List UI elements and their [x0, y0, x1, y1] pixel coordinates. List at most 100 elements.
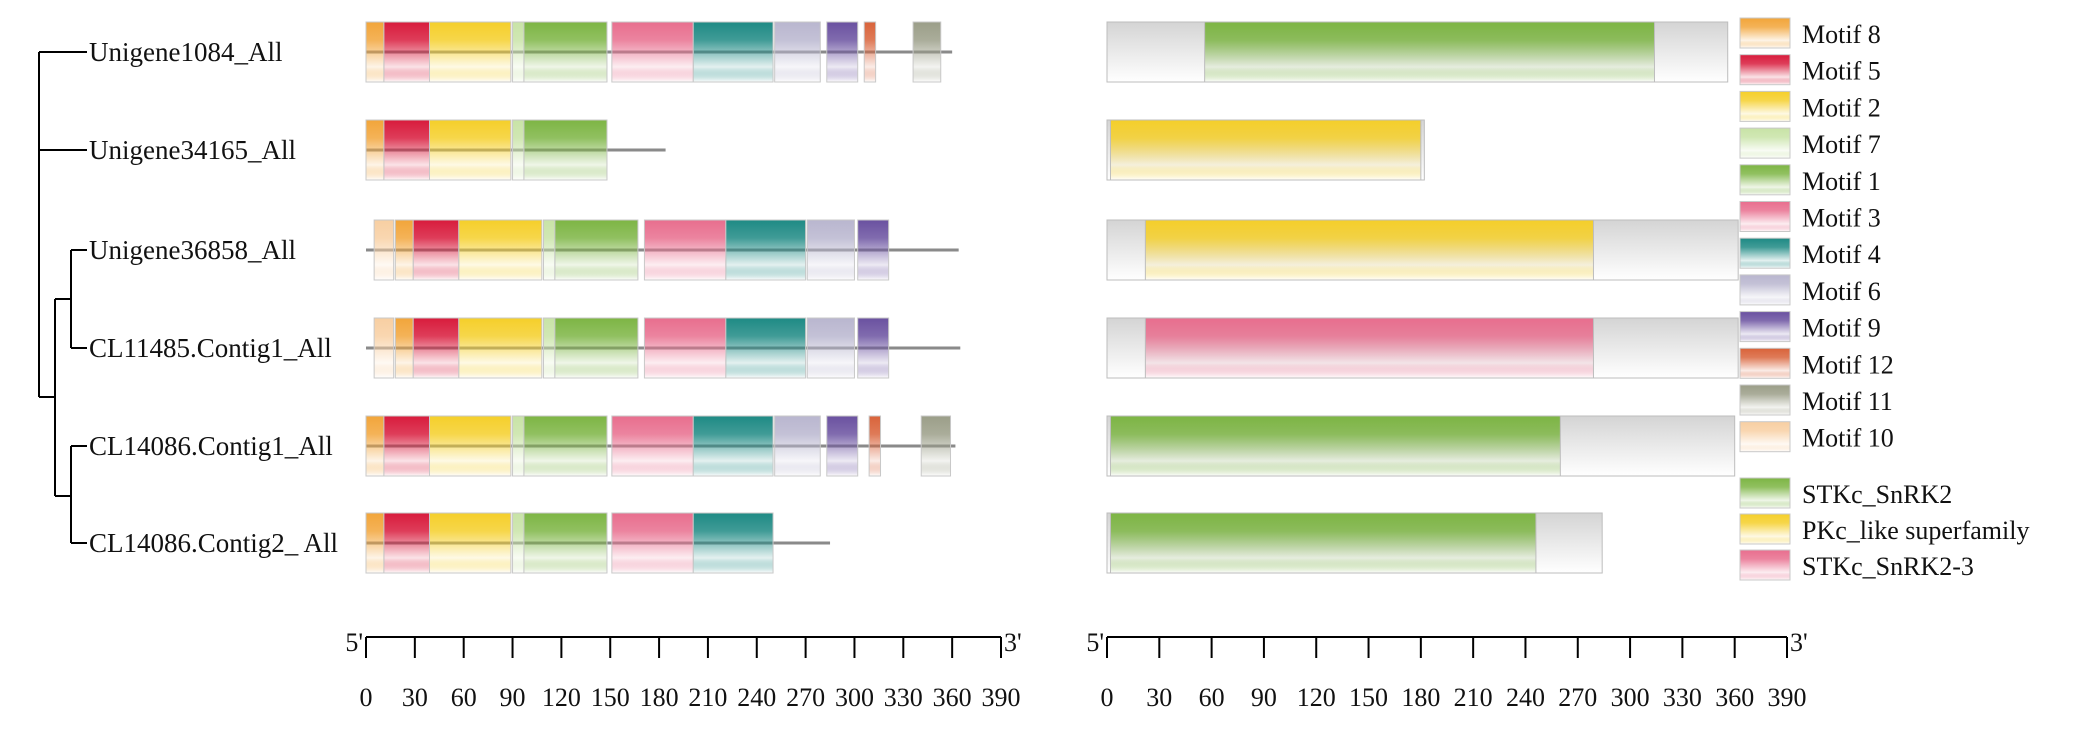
motif-box-motif-5 [383, 512, 430, 574]
motif-box-motif-12 [863, 21, 877, 83]
legend-swatch-stkc-snrk2-3 [1739, 549, 1791, 581]
legend-swatch-motif-5 [1739, 54, 1791, 86]
gene-labels: Unigene1084_All Unigene34165_All Unigene36… [89, 37, 338, 558]
motif-box-motif-2 [458, 219, 543, 281]
motif-box-motif-10 [373, 317, 395, 379]
motif-box-motif-7 [512, 119, 525, 181]
legend-swatch-motif-11 [1739, 384, 1791, 416]
gene-label-unigene1084-all: Unigene1084_All [89, 37, 282, 67]
legend: Motif 8 Motif 5 Motif 2 Motif 7 Motif 1 Motif… [1739, 17, 2029, 581]
legend-swatch-motif-3 [1739, 201, 1791, 232]
domain-scale-tick-label: 60 [1199, 683, 1225, 712]
legend-swatch-motif-7 [1739, 127, 1791, 159]
motif-box-motif-6 [806, 317, 855, 379]
motif-box-motif-6 [806, 219, 855, 281]
domain-scale-tick-label: 0 [1101, 683, 1114, 712]
motif-box-motif-7 [542, 219, 556, 281]
motif-scale-tick-label: 150 [591, 683, 630, 712]
legend-label-motif-11: Motif 11 [1802, 387, 1893, 416]
phylogenetic-tree [38, 51, 87, 544]
domain-scale-three-prime-label: 3' [1790, 628, 1808, 657]
motif-box-motif-8 [394, 317, 414, 379]
motif-scale-tick-label: 30 [402, 683, 428, 712]
motif-scale-tick-label: 330 [884, 683, 923, 712]
legend-label-motif-5: Motif 5 [1802, 57, 1881, 86]
motif-scale-tick-label: 0 [360, 683, 373, 712]
legend-swatch-stkc-snrk2 [1739, 477, 1791, 509]
domain-scale-tick-label: 90 [1251, 683, 1277, 712]
gene-label-unigene34165-all: Unigene34165_All [89, 135, 296, 165]
gene-label-cl11485-contig1-all: CL11485.Contig1_All [89, 333, 332, 363]
legend-label-motif-6: Motif 6 [1802, 277, 1881, 306]
motif-box-motif-4 [692, 21, 774, 83]
gene-label-cl14086-contig2-all: CL14086.Contig2_ All [89, 528, 338, 558]
motif-box-motif-3 [643, 317, 727, 379]
motif-box-motif-3 [611, 512, 694, 574]
domain-scale-tick-label: 330 [1663, 683, 1702, 712]
domain-panel [1106, 21, 1739, 574]
motif-scale-five-prime-label: 5' [345, 628, 363, 657]
legend-swatch-motif-2 [1739, 90, 1791, 122]
motif-box-motif-10 [373, 219, 395, 281]
legend-label-motif-9: Motif 9 [1802, 314, 1881, 343]
domain-scale-tick-label: 120 [1297, 683, 1336, 712]
domain-box-pkc-like-superfamily [1109, 119, 1422, 181]
domain-scale-tick-label: 180 [1401, 683, 1440, 712]
legend-swatch-pkc-like-superfamily [1739, 513, 1791, 545]
domain-scale-tick-label: 210 [1454, 683, 1493, 712]
legend-swatch-motif-12 [1739, 347, 1791, 379]
motif-box-motif-11 [920, 415, 952, 477]
motif-box-motif-1 [554, 219, 639, 281]
domain-box-stkc-snrk2 [1109, 415, 1561, 477]
motif-scale-tick-label: 360 [933, 683, 972, 712]
domain-scale-tick-label: 30 [1146, 683, 1172, 712]
motif-box-motif-6 [774, 21, 821, 83]
legend-label-motif-3: Motif 3 [1802, 204, 1881, 233]
motif-scale-tick-label: 240 [737, 683, 776, 712]
motif-box-motif-5 [383, 415, 430, 477]
legend-label-pkc-like-superfamily: PKc_like superfamily [1802, 516, 2029, 545]
motif-panel [365, 21, 961, 574]
legend-label-motif-12: Motif 12 [1802, 350, 1894, 379]
motif-scale-tick-label: 180 [640, 683, 679, 712]
motif-box-motif-9 [857, 219, 890, 281]
motif-box-motif-7 [512, 512, 525, 574]
motif-box-motif-2 [429, 119, 512, 181]
domain-box-stkc-snrk2-3 [1144, 317, 1594, 379]
motif-box-motif-8 [365, 21, 385, 83]
domain-scale-five-prime-label: 5' [1086, 628, 1104, 657]
motif-box-motif-7 [512, 415, 525, 477]
domain-box-stkc-snrk2 [1204, 21, 1655, 83]
motif-scale-tick-label: 210 [688, 683, 727, 712]
legend-swatch-motif-9 [1739, 311, 1791, 343]
motif-box-motif-5 [383, 21, 430, 83]
motif-box-motif-9 [826, 21, 859, 83]
motif-box-motif-7 [542, 317, 556, 379]
motif-box-motif-4 [692, 512, 774, 574]
domain-scale-tick-label: 360 [1715, 683, 1754, 712]
legend-swatch-motif-6 [1739, 274, 1791, 306]
motif-box-motif-8 [365, 119, 385, 181]
motif-box-motif-3 [611, 21, 694, 83]
motif-scale-tick-label: 270 [786, 683, 825, 712]
motif-box-motif-4 [725, 317, 807, 379]
legend-label-stkc-snrk2-3: STKc_SnRK2-3 [1802, 552, 1974, 581]
legend-swatch-motif-4 [1739, 237, 1791, 269]
motif-box-motif-4 [725, 219, 807, 281]
motif-box-motif-2 [458, 317, 543, 379]
motif-scale-tick-label: 90 [500, 683, 526, 712]
legend-label-motif-2: Motif 2 [1802, 93, 1881, 122]
motif-box-motif-9 [857, 317, 890, 379]
legend-label-motif-8: Motif 8 [1802, 20, 1881, 49]
motif-scale-three-prime-label: 3' [1004, 628, 1022, 657]
motif-box-motif-8 [394, 219, 414, 281]
motif-box-motif-4 [692, 415, 774, 477]
domain-box-pkc-like-superfamily [1144, 219, 1594, 281]
legend-swatch-motif-8 [1739, 17, 1791, 49]
domain-scale-tick-label: 390 [1768, 683, 1807, 712]
legend-label-motif-10: Motif 10 [1802, 424, 1894, 453]
motif-box-motif-2 [429, 415, 512, 477]
motif-box-motif-5 [412, 219, 460, 281]
motif-scale-tick-label: 60 [451, 683, 477, 712]
